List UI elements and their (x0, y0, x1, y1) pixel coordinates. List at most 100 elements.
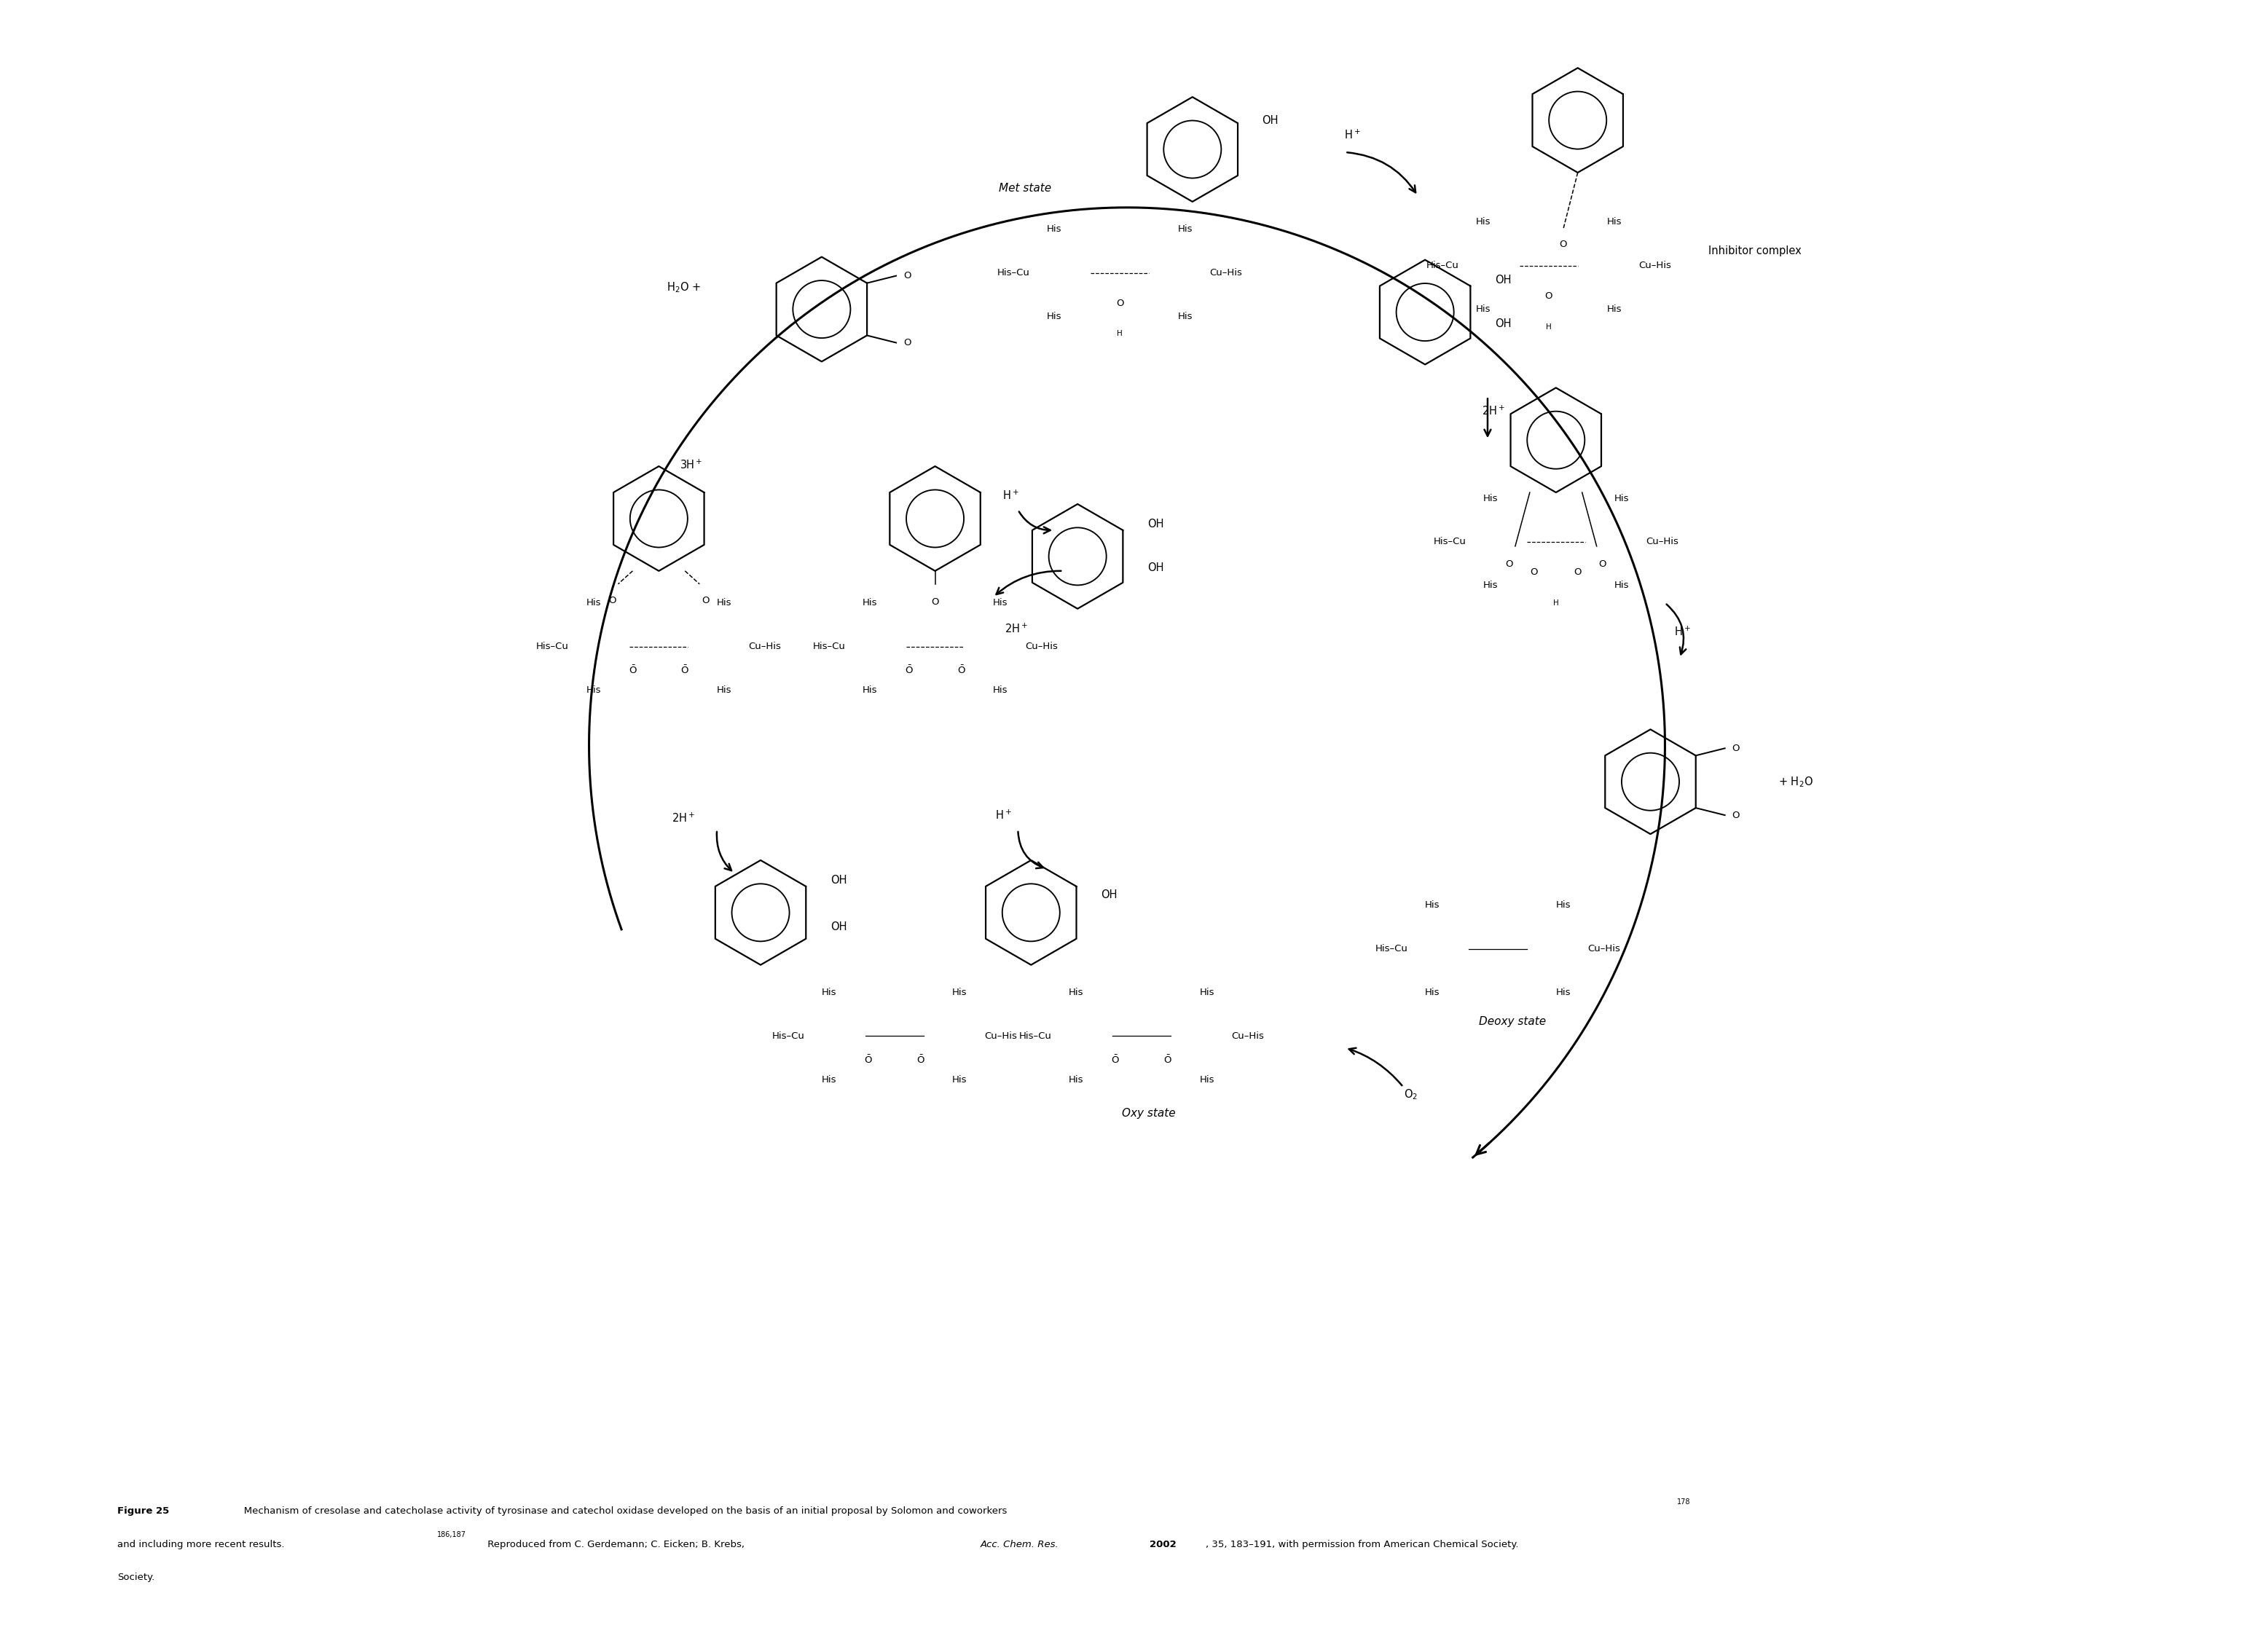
Text: His: His (1199, 1075, 1215, 1084)
Text: His: His (1046, 312, 1062, 320)
Text: H$^+$: H$^+$ (996, 809, 1012, 821)
Text: 2002: 2002 (1150, 1540, 1177, 1550)
Text: His: His (1068, 988, 1084, 998)
Text: His–Cu: His–Cu (814, 641, 845, 651)
Text: His–Cu: His–Cu (1019, 1031, 1053, 1041)
Text: His: His (994, 598, 1008, 608)
Text: O: O (1544, 291, 1553, 301)
Text: and including more recent results.: and including more recent results. (117, 1540, 284, 1550)
Text: His: His (717, 686, 733, 695)
Text: OH: OH (829, 922, 848, 933)
Text: O: O (1530, 568, 1537, 577)
Text: H: H (1553, 600, 1560, 606)
Text: His–Cu: His–Cu (1375, 945, 1409, 953)
Text: $\bar{\mathrm{O}}$: $\bar{\mathrm{O}}$ (1163, 1054, 1172, 1066)
Text: His: His (863, 598, 877, 608)
Text: O: O (701, 596, 710, 605)
Text: $\bar{\mathrm{O}}$: $\bar{\mathrm{O}}$ (629, 664, 638, 676)
Text: 178: 178 (1677, 1498, 1690, 1505)
Text: $\bar{\mathrm{O}}$: $\bar{\mathrm{O}}$ (904, 664, 913, 676)
Text: Figure 25: Figure 25 (117, 1507, 169, 1517)
Text: H$^+$: H$^+$ (1343, 129, 1361, 140)
Text: Cu–His: Cu–His (1231, 1031, 1264, 1041)
Text: O: O (609, 596, 615, 605)
Text: His: His (1555, 988, 1571, 998)
Text: + H$_2$O: + H$_2$O (1778, 775, 1812, 788)
Text: His: His (717, 598, 733, 608)
Text: His: His (994, 686, 1008, 695)
Text: His: His (1614, 494, 1630, 502)
Text: OH: OH (1494, 274, 1510, 286)
Text: Cu–His: Cu–His (1639, 261, 1670, 271)
Text: Cu–His: Cu–His (1645, 537, 1679, 547)
Text: O: O (931, 596, 940, 606)
Text: 2H$^+$: 2H$^+$ (1005, 623, 1028, 636)
Text: , 35, 183–191, with permission from American Chemical Society.: , 35, 183–191, with permission from Amer… (1206, 1540, 1519, 1550)
Text: His: His (1425, 988, 1440, 998)
Text: His: His (1614, 582, 1630, 590)
Text: Deoxy state: Deoxy state (1479, 1016, 1546, 1028)
Text: Cu–His: Cu–His (1210, 268, 1242, 278)
Text: OH: OH (829, 876, 848, 885)
Text: Inhibitor complex: Inhibitor complex (1709, 246, 1801, 256)
Text: O: O (904, 339, 911, 347)
Text: 2H$^+$: 2H$^+$ (672, 811, 694, 824)
Text: $\bar{\mathrm{O}}$: $\bar{\mathrm{O}}$ (958, 664, 965, 676)
Text: His: His (1425, 900, 1440, 910)
Text: H$^+$: H$^+$ (1003, 489, 1019, 502)
Text: His–Cu: His–Cu (771, 1031, 805, 1041)
Text: $\bar{\mathrm{O}}$: $\bar{\mathrm{O}}$ (863, 1054, 872, 1066)
Text: His: His (1483, 494, 1499, 502)
Text: OH: OH (1494, 319, 1510, 329)
Text: His: His (1476, 304, 1490, 314)
Text: O: O (1598, 560, 1607, 568)
Text: His–Cu: His–Cu (996, 268, 1030, 278)
Text: OH: OH (1262, 114, 1278, 126)
Text: Cu–His: Cu–His (1026, 641, 1057, 651)
Text: O: O (1506, 560, 1512, 568)
Text: His: His (1068, 1075, 1084, 1084)
Text: OH: OH (1147, 563, 1163, 573)
Text: His: His (863, 686, 877, 695)
Text: O: O (1573, 568, 1582, 577)
Text: His: His (1607, 218, 1621, 226)
Text: O: O (1731, 811, 1740, 819)
Text: His: His (1476, 218, 1490, 226)
Text: Cu–His: Cu–His (1587, 945, 1621, 953)
Text: 3H$^+$: 3H$^+$ (678, 459, 703, 471)
Text: His–Cu: His–Cu (1434, 537, 1465, 547)
Text: His: His (1483, 582, 1499, 590)
Text: His: His (1555, 900, 1571, 910)
Text: $\bar{\mathrm{O}}$: $\bar{\mathrm{O}}$ (681, 664, 690, 676)
Text: H: H (1546, 324, 1551, 330)
Text: Cu–His: Cu–His (985, 1031, 1017, 1041)
Text: His: His (1046, 225, 1062, 235)
Text: 2H$^+$: 2H$^+$ (1481, 405, 1506, 418)
Text: Society.: Society. (117, 1573, 156, 1583)
Text: His–Cu: His–Cu (1427, 261, 1458, 271)
Text: Oxy state: Oxy state (1122, 1108, 1177, 1118)
Text: H: H (1118, 330, 1122, 337)
Text: His: His (953, 1075, 967, 1084)
Text: O: O (1731, 743, 1740, 753)
Text: 186,187: 186,187 (437, 1531, 467, 1538)
Text: His: His (820, 1075, 836, 1084)
Text: His: His (1607, 304, 1621, 314)
Text: His: His (1177, 312, 1192, 320)
Text: $\bar{\mathrm{O}}$: $\bar{\mathrm{O}}$ (917, 1054, 924, 1066)
Text: H$_2$O +: H$_2$O + (667, 281, 701, 294)
Text: O: O (1116, 299, 1122, 309)
Text: His: His (953, 988, 967, 998)
Text: His: His (586, 686, 602, 695)
Text: His: His (1177, 225, 1192, 235)
Text: OH: OH (1100, 890, 1118, 900)
Text: O: O (1560, 240, 1567, 249)
Text: H$^+$: H$^+$ (1675, 626, 1690, 638)
Text: OH: OH (1147, 519, 1163, 530)
Text: Met state: Met state (999, 183, 1053, 193)
Text: His: His (1199, 988, 1215, 998)
Text: O$_2$: O$_2$ (1404, 1087, 1418, 1102)
Text: Cu–His: Cu–His (748, 641, 782, 651)
Text: Reproduced from C. Gerdemann; C. Eicken; B. Krebs,: Reproduced from C. Gerdemann; C. Eicken;… (485, 1540, 748, 1550)
Text: O: O (904, 271, 911, 281)
